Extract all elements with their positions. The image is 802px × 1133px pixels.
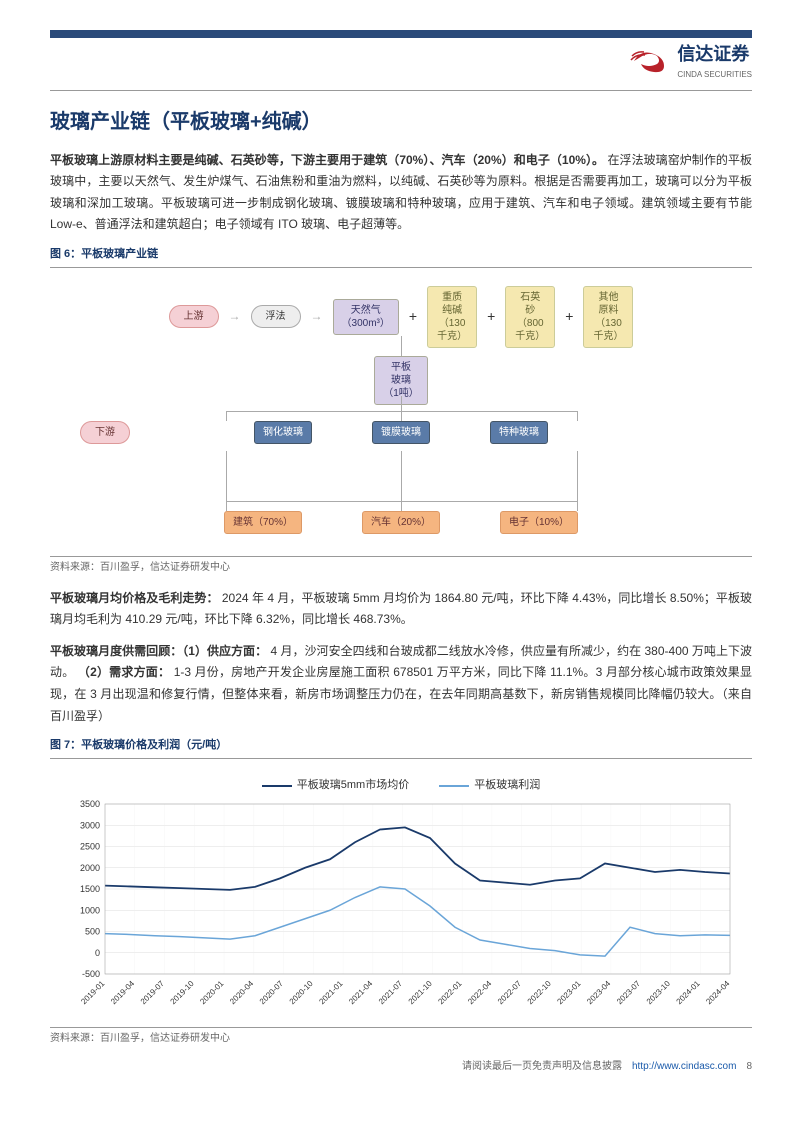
- svg-text:2023-10: 2023-10: [645, 979, 673, 1007]
- svg-text:3000: 3000: [80, 821, 100, 831]
- input-sand: 石英 砂 （800 千克）: [505, 286, 555, 348]
- fig6-title: 图 6：平板玻璃产业链: [50, 246, 752, 268]
- svg-text:500: 500: [85, 927, 100, 937]
- svg-text:2021-04: 2021-04: [347, 979, 375, 1007]
- legend-line-icon: [439, 785, 469, 787]
- legend-price: 平板玻璃5mm市场均价: [262, 777, 409, 795]
- input-other: 其他 原料 （130 千克）: [583, 286, 633, 348]
- svg-text:2023-04: 2023-04: [585, 979, 613, 1007]
- top-accent-bar: [50, 30, 752, 38]
- svg-text:2023-07: 2023-07: [615, 979, 643, 1007]
- footer-link[interactable]: http://www.cindasc.com: [632, 1059, 736, 1075]
- plus-icon: +: [565, 305, 573, 327]
- arrow-icon: →: [229, 307, 241, 326]
- legend-profit: 平板玻璃利润: [439, 777, 540, 795]
- upstream-label: 上游: [169, 305, 219, 328]
- plus-icon: +: [409, 305, 417, 327]
- company-name: 信达证券: [677, 40, 752, 69]
- fig6-source: 资料来源：百川盈孚，信达证券研发中心: [50, 556, 752, 576]
- svg-text:1500: 1500: [80, 884, 100, 894]
- flowchart: 上游 → 浮法 → 天然气 （300m³） + 重质 纯碱 （130 千克） +…: [50, 276, 752, 556]
- svg-text:2020-07: 2020-07: [258, 979, 286, 1007]
- svg-text:2022-10: 2022-10: [526, 979, 554, 1007]
- svg-text:0: 0: [95, 948, 100, 958]
- company-logo: 信达证券 CINDA SECURITIES: [629, 40, 752, 82]
- plus-icon: +: [487, 305, 495, 327]
- svg-text:-500: -500: [82, 969, 100, 979]
- app-auto: 汽车（20%）: [362, 511, 440, 534]
- mid-tempered: 钢化玻璃: [254, 421, 312, 444]
- footer: 请阅读最后一页免责声明及信息披露 http://www.cindasc.com …: [50, 1059, 752, 1075]
- svg-text:2021-07: 2021-07: [377, 979, 405, 1007]
- footer-text: 请阅读最后一页免责声明及信息披露: [462, 1059, 622, 1075]
- line-chart-svg: -50005001000150020002500300035002019-012…: [60, 799, 740, 1019]
- intro-bold: 平板玻璃上游原材料主要是纯碱、石英砂等，下游主要用于建筑（70%）、汽车（20%…: [50, 153, 604, 167]
- company-name-en: CINDA SECURITIES: [677, 69, 752, 82]
- page-title: 玻璃产业链（平板玻璃+纯碱）: [50, 106, 752, 138]
- supply-bold: 平板玻璃月度供需回顾：（1）供应方面：: [50, 644, 267, 658]
- input-soda: 重质 纯碱 （130 千克）: [427, 286, 477, 348]
- svg-text:2022-04: 2022-04: [466, 979, 494, 1007]
- svg-text:2024-04: 2024-04: [704, 979, 732, 1007]
- svg-text:2021-01: 2021-01: [317, 979, 345, 1007]
- svg-text:2022-07: 2022-07: [496, 979, 524, 1007]
- method-node: 浮法: [251, 305, 301, 328]
- fig7-source: 资料来源：百川盈孚，信达证券研发中心: [50, 1027, 752, 1047]
- app-electronics: 电子（10%）: [500, 511, 578, 534]
- svg-text:2020-01: 2020-01: [198, 979, 226, 1007]
- svg-text:2000: 2000: [80, 863, 100, 873]
- demand-bold: （2）需求方面：: [78, 665, 170, 679]
- legend-profit-label: 平板玻璃利润: [474, 777, 540, 795]
- legend-line-icon: [262, 785, 292, 787]
- input-gas: 天然气 （300m³）: [333, 299, 399, 335]
- supply-para: 平板玻璃月度供需回顾：（1）供应方面： 4 月，沙河安全四线和台玻成都二线放水冷…: [50, 641, 752, 727]
- svg-text:2021-10: 2021-10: [407, 979, 435, 1007]
- logo-swirl-icon: [629, 46, 669, 76]
- legend-price-label: 平板玻璃5mm市场均价: [297, 777, 409, 795]
- app-construction: 建筑（70%）: [224, 511, 302, 534]
- svg-text:2019-04: 2019-04: [109, 979, 137, 1007]
- mid-special: 特种玻璃: [490, 421, 548, 444]
- svg-text:2020-10: 2020-10: [288, 979, 316, 1007]
- svg-text:2500: 2500: [80, 842, 100, 852]
- chart-legend: 平板玻璃5mm市场均价 平板玻璃利润: [60, 777, 742, 795]
- price-para: 平板玻璃月均价格及毛利走势： 2024 年 4 月，平板玻璃 5mm 月均价为 …: [50, 588, 752, 631]
- fig7-title: 图 7：平板玻璃价格及利润（元/吨）: [50, 737, 752, 759]
- svg-text:1000: 1000: [80, 906, 100, 916]
- svg-text:2019-10: 2019-10: [169, 979, 197, 1007]
- svg-text:2019-01: 2019-01: [79, 979, 107, 1007]
- mid-coated: 镀膜玻璃: [372, 421, 430, 444]
- downstream-label: 下游: [80, 421, 130, 444]
- svg-text:2022-01: 2022-01: [436, 979, 464, 1007]
- header: 信达证券 CINDA SECURITIES: [50, 40, 752, 91]
- svg-text:2024-01: 2024-01: [675, 979, 703, 1007]
- arrow-icon: →: [311, 307, 323, 326]
- intro-para: 平板玻璃上游原材料主要是纯碱、石英砂等，下游主要用于建筑（70%）、汽车（20%…: [50, 150, 752, 236]
- svg-text:2023-01: 2023-01: [555, 979, 583, 1007]
- price-chart: 平板玻璃5mm市场均价 平板玻璃利润 -500 0 500 1000 1500 2000 2…: [50, 767, 752, 1027]
- svg-text:2020-04: 2020-04: [228, 979, 256, 1007]
- svg-text:2019-07: 2019-07: [139, 979, 167, 1007]
- svg-text:3500: 3500: [80, 799, 100, 809]
- page-number: 8: [746, 1059, 752, 1075]
- price-bold: 平板玻璃月均价格及毛利走势：: [50, 591, 219, 605]
